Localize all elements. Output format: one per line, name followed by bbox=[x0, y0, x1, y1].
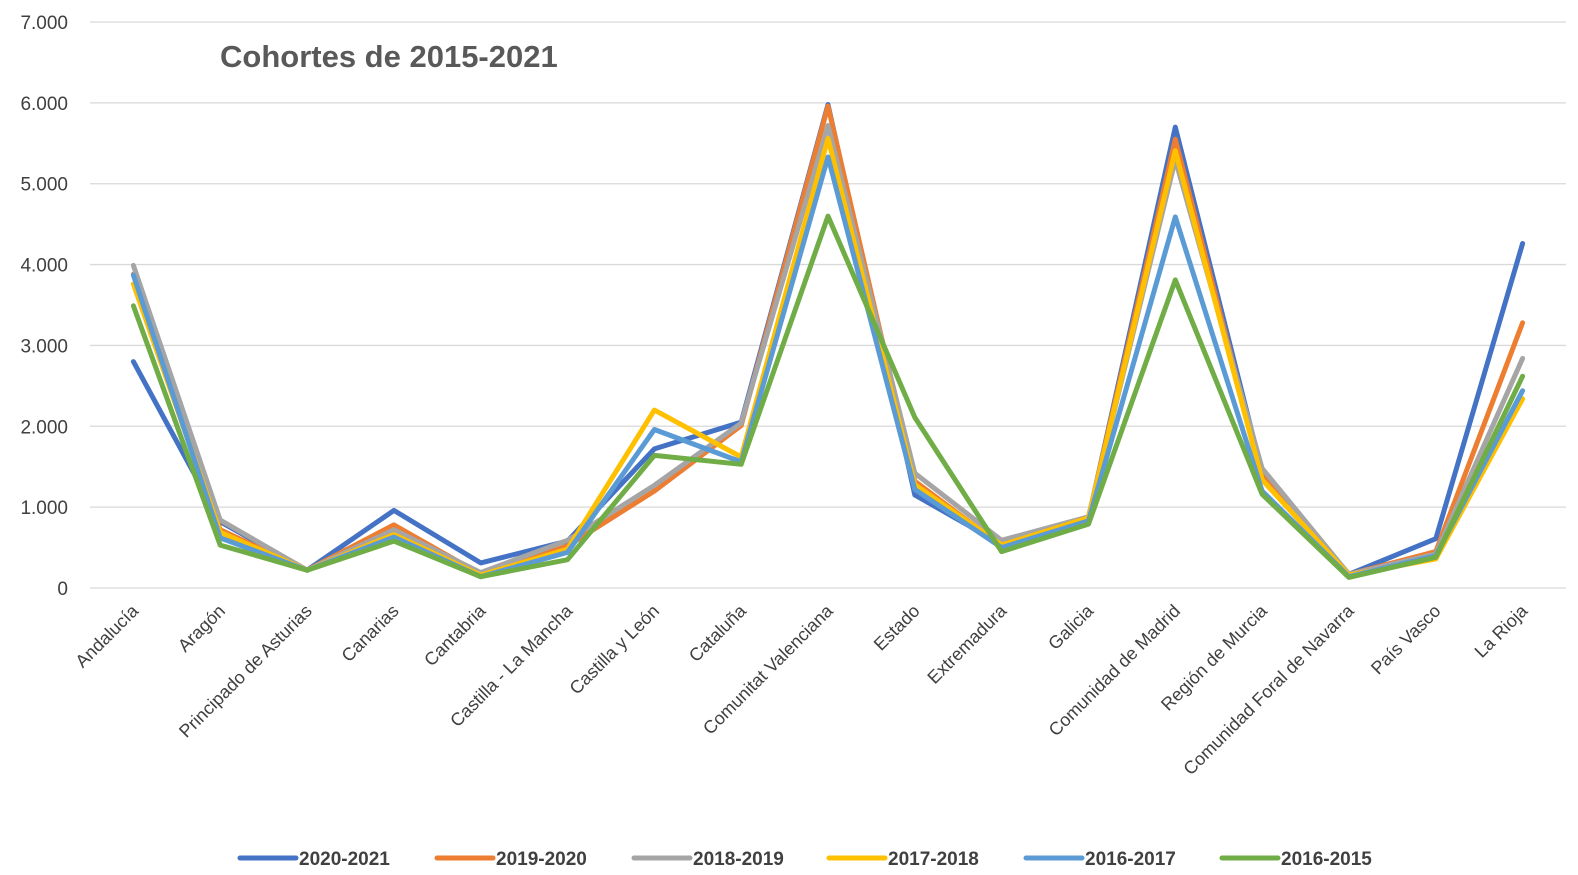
series-lines bbox=[130, 102, 1526, 580]
x-tick-label: Aragón bbox=[174, 601, 229, 656]
y-tick-label: 6.000 bbox=[20, 94, 68, 115]
chart-title: Cohortes de 2015-2021 bbox=[220, 39, 558, 74]
legend-label: 2019-2020 bbox=[496, 849, 587, 870]
legend-label: 2016-2015 bbox=[1281, 849, 1372, 870]
x-tick-label: País Vasco bbox=[1367, 601, 1445, 679]
y-tick-label: 1.000 bbox=[20, 498, 68, 519]
legend-label: 2018-2019 bbox=[693, 849, 784, 870]
x-tick-label: Extremadura bbox=[923, 600, 1011, 688]
legend-label: 2016-2017 bbox=[1085, 849, 1176, 870]
x-tick-label: Castilla y León bbox=[566, 601, 664, 699]
x-tick-label: Comunidad Foral de Navarra bbox=[1179, 600, 1358, 779]
x-tick-label: Estado bbox=[870, 601, 924, 655]
y-tick-label: 3.000 bbox=[20, 336, 68, 357]
series-line-2018-2019 bbox=[130, 123, 1526, 577]
series-line-2017-2018 bbox=[130, 135, 1526, 578]
legend-item-2017-2018: 2017-2018 bbox=[826, 849, 979, 870]
series-line-2020-2021 bbox=[130, 102, 1526, 577]
x-tick-label: Cataluña bbox=[685, 600, 751, 666]
y-tick-label: 7.000 bbox=[20, 13, 68, 34]
legend-item-2019-2020: 2019-2020 bbox=[434, 849, 587, 870]
legend-item-2016-2017: 2016-2017 bbox=[1023, 849, 1176, 870]
y-tick-label: 4.000 bbox=[20, 256, 68, 277]
y-tick-label: 2.000 bbox=[20, 417, 68, 438]
series-line-2016-2015 bbox=[130, 213, 1526, 580]
x-tick-label: Galicia bbox=[1044, 600, 1098, 654]
legend-label: 2017-2018 bbox=[888, 849, 979, 870]
legend-item-2020-2021: 2020-2021 bbox=[237, 849, 390, 870]
y-tick-label: 5.000 bbox=[20, 175, 68, 196]
legend-item-2018-2019: 2018-2019 bbox=[631, 849, 784, 870]
x-tick-label: La Rioja bbox=[1471, 600, 1533, 662]
x-tick-label: Cantabria bbox=[420, 600, 490, 670]
y-tick-label: 0 bbox=[57, 579, 68, 600]
x-tick-label: Canarias bbox=[338, 601, 403, 666]
gridlines bbox=[90, 21, 1566, 589]
y-axis-tick-labels: 0 1.000 2.000 3.000 4.000 5.000 6.000 7.000 bbox=[20, 13, 68, 600]
legend-label: 2020-2021 bbox=[299, 849, 390, 870]
legend-item-2016-2015: 2016-2015 bbox=[1219, 849, 1372, 870]
x-tick-label: Andalucía bbox=[71, 600, 142, 671]
legend: 2020-2021 2019-2020 2018-2019 2017-2018 2016… bbox=[237, 849, 1372, 870]
series-line-2019-2020 bbox=[130, 103, 1526, 577]
